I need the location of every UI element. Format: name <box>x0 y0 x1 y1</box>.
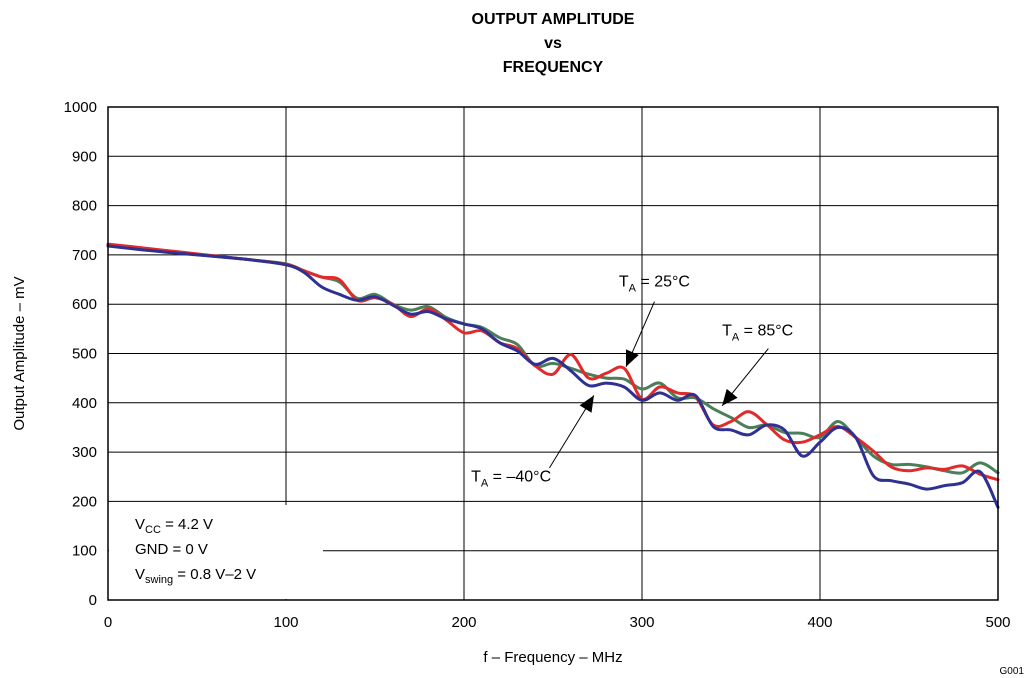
annotation-label: TA = 85°C <box>722 322 793 343</box>
y-tick-label: 900 <box>72 148 97 165</box>
x-tick-label: 200 <box>451 614 476 631</box>
annotations: TA = 25°C TA = 85°C TA = –40°C <box>471 273 793 489</box>
annotation-arrow-head <box>579 395 594 413</box>
annotation-arrow-head <box>625 349 639 367</box>
x-tick-label: 400 <box>807 614 832 631</box>
x-tick-label: 0 <box>104 614 112 631</box>
chart-title-line: OUTPUT AMPLITUDE <box>472 11 635 28</box>
y-tick-label: 800 <box>72 198 97 215</box>
figure-id: G001 <box>1000 666 1025 677</box>
y-tick-label: 100 <box>72 543 97 560</box>
x-tick-label: 300 <box>629 614 654 631</box>
y-tick-label: 700 <box>72 247 97 264</box>
y-axis-label: Output Amplitude – mV <box>11 276 28 430</box>
y-tick-label: 0 <box>89 592 97 609</box>
conditions-note: VCC = 4.2 V GND = 0 V Vswing = 0.8 V–2 V <box>109 505 323 599</box>
y-tick-label: 500 <box>72 346 97 363</box>
x-tick-label: 500 <box>985 614 1010 631</box>
plot-frame <box>107 106 999 601</box>
y-tick-label: 600 <box>72 296 97 313</box>
y-axis-ticks: 0 100 200 300 400 500 600 700 800 900 1000 <box>64 99 97 609</box>
conditions-note-line: Vswing = 0.8 V–2 V <box>135 566 256 586</box>
chart-title-line: FREQUENCY <box>503 59 604 76</box>
x-axis-label: f – Frequency – MHz <box>483 649 622 666</box>
conditions-note-bg <box>109 505 323 599</box>
annotation-label: TA = –40°C <box>471 469 551 490</box>
annotation-arrow-head <box>722 388 738 406</box>
y-tick-label: 200 <box>72 493 97 510</box>
x-axis-ticks: 0 100 200 300 400 500 <box>104 614 1011 631</box>
series-line-blue <box>106 244 1000 509</box>
series-line-red <box>106 242 1000 482</box>
x-tick-label: 100 <box>273 614 298 631</box>
grid <box>108 107 998 600</box>
chart-title: OUTPUT AMPLITUDE vs FREQUENCY <box>472 11 635 76</box>
y-tick-label: 300 <box>72 444 97 461</box>
conditions-note-line: GND = 0 V <box>135 541 208 558</box>
annotation-label: TA = 25°C <box>619 273 690 294</box>
series-group <box>106 242 1000 509</box>
conditions-note-line: VCC = 4.2 V <box>135 516 213 536</box>
y-tick-label: 400 <box>72 395 97 412</box>
y-tick-label: 1000 <box>64 99 97 116</box>
chart-title-line: vs <box>544 35 562 52</box>
